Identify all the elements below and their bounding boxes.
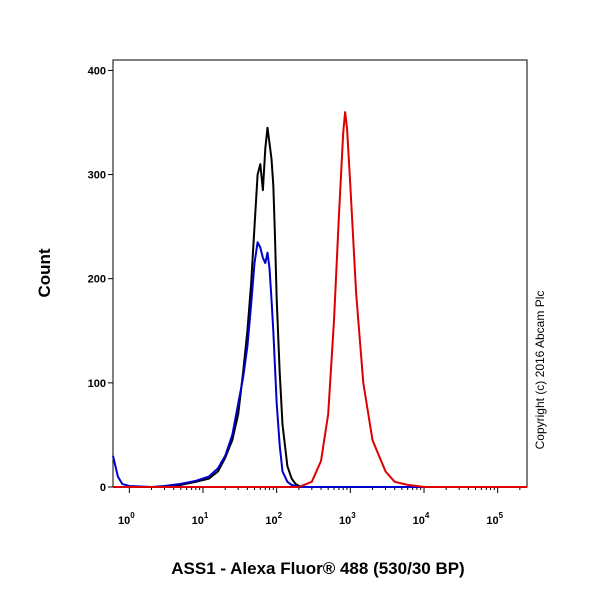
y-tick-label: 300 [88, 170, 106, 182]
series-line-1 [113, 126, 527, 488]
y-tick-label: 400 [88, 65, 106, 77]
x-tick-label: 105 [486, 511, 503, 527]
series-line-2 [112, 241, 527, 488]
plot-area: 0 100 200 300 400 100 101 102 103 104 105 [88, 59, 528, 527]
series-line-3 [113, 111, 527, 488]
x-tick-label: 100 [118, 511, 135, 527]
x-axis-title: ASS1 - Alexa Fluor® 488 (530/30 BP) [171, 559, 464, 578]
x-tick-label: 104 [413, 511, 430, 527]
x-tick-label: 103 [339, 511, 356, 527]
plot-frame [112, 59, 528, 488]
y-tick-label: 200 [88, 274, 106, 286]
x-tick-label: 101 [192, 511, 209, 527]
y-tick-label: 100 [88, 378, 106, 390]
x-tick-label: 102 [265, 511, 282, 527]
copyright-annotation: Copyright (c) 2016 Abcam Plc [533, 291, 547, 450]
y-axis-title: Count [35, 248, 54, 297]
y-tick-label: 0 [100, 482, 106, 494]
